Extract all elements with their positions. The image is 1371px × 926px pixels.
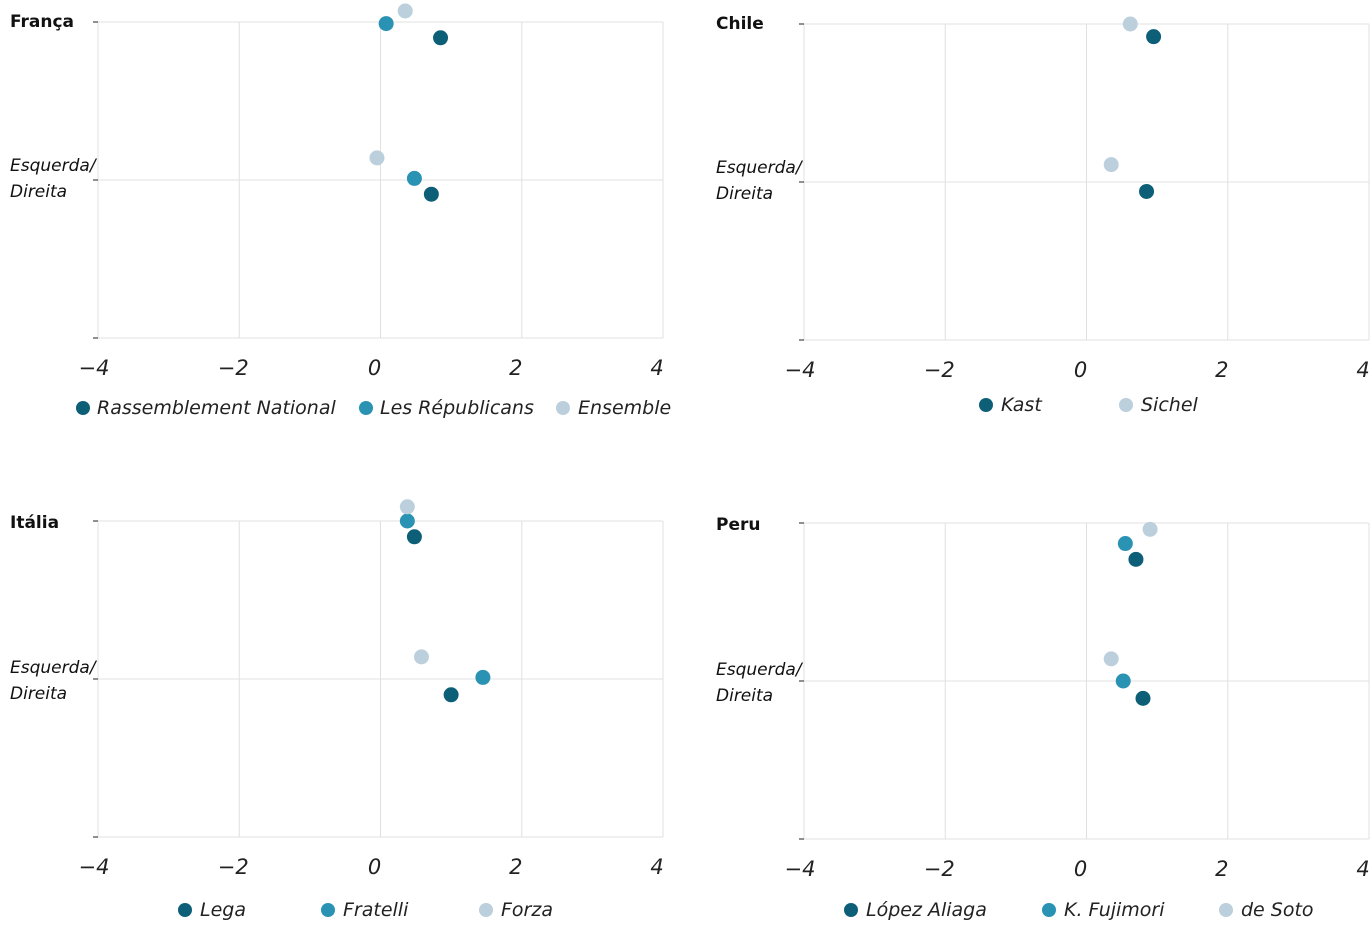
x-tick-label: 4 bbox=[1356, 857, 1369, 881]
x-tick-label: −4 bbox=[785, 358, 816, 382]
chart-panel: −4 −2 0 2 4 Peru Esquerda/Direita López Aliaga K… bbox=[716, 515, 1370, 921]
x-tick-label: −2 bbox=[924, 857, 955, 881]
legend-label: Forza bbox=[501, 899, 553, 921]
data-point bbox=[1128, 551, 1144, 567]
x-tick-label: 0 bbox=[368, 855, 381, 879]
legend-marker bbox=[1219, 903, 1233, 917]
x-tick-label: 2 bbox=[1215, 358, 1228, 382]
x-tick-label: 0 bbox=[368, 356, 381, 380]
legend-marker bbox=[479, 903, 493, 917]
chart-panel: −4 −2 0 2 4 França Esquerda/Direita Rassembleme… bbox=[10, 3, 671, 419]
data-point bbox=[369, 150, 385, 166]
x-tick-label: 0 bbox=[1074, 358, 1087, 382]
legend-label: Rassemblement National bbox=[97, 397, 336, 419]
row-label: Direita bbox=[10, 182, 67, 202]
x-tick-label: −4 bbox=[785, 857, 816, 881]
x-tick-label: 2 bbox=[509, 356, 522, 380]
data-point bbox=[1103, 651, 1119, 667]
legend-marker bbox=[321, 903, 335, 917]
legend-marker bbox=[556, 401, 570, 415]
legend-label: Fratelli bbox=[343, 899, 409, 921]
legend-label: K. Fujimori bbox=[1064, 899, 1165, 921]
row-label: Esquerda/ bbox=[716, 158, 804, 178]
row-label: Direita bbox=[716, 686, 773, 706]
legend-label: Lega bbox=[200, 899, 246, 921]
legend-label: de Soto bbox=[1241, 899, 1314, 921]
legend-label: Kast bbox=[1001, 394, 1043, 416]
x-tick-label: 2 bbox=[1215, 857, 1228, 881]
data-point bbox=[1139, 183, 1155, 199]
data-point bbox=[406, 529, 422, 545]
x-tick-label: 0 bbox=[1074, 857, 1087, 881]
data-point bbox=[443, 687, 459, 703]
x-tick-label: 2 bbox=[509, 855, 522, 879]
row-label: Direita bbox=[10, 684, 67, 704]
x-tick-label: −4 bbox=[79, 855, 110, 879]
row-label: Esquerda/ bbox=[10, 658, 98, 678]
legend-marker bbox=[1119, 398, 1133, 412]
data-point bbox=[423, 186, 439, 202]
data-point bbox=[413, 649, 429, 665]
legend-marker bbox=[979, 398, 993, 412]
panel-title: Itália bbox=[10, 513, 59, 533]
legend-marker bbox=[844, 903, 858, 917]
data-point bbox=[1115, 673, 1131, 689]
x-tick-label: −2 bbox=[924, 358, 955, 382]
data-point bbox=[378, 16, 394, 32]
data-point bbox=[406, 170, 422, 186]
data-point bbox=[1135, 690, 1151, 706]
row-label: Esquerda/ bbox=[10, 156, 98, 176]
row-label: Direita bbox=[716, 184, 773, 204]
x-tick-label: −2 bbox=[218, 855, 249, 879]
data-point bbox=[399, 513, 415, 529]
data-point bbox=[399, 499, 415, 515]
data-point bbox=[475, 669, 491, 685]
panel-title: Chile bbox=[716, 14, 764, 34]
data-point bbox=[1146, 29, 1162, 45]
data-point bbox=[1122, 16, 1138, 32]
x-tick-label: −2 bbox=[218, 356, 249, 380]
panel-title: França bbox=[10, 12, 74, 32]
legend-label: Les Républicans bbox=[380, 397, 534, 419]
data-point bbox=[397, 3, 413, 19]
legend-marker bbox=[178, 903, 192, 917]
data-point bbox=[1117, 536, 1133, 552]
chart-panel: −4 −2 0 2 4 Chile Esquerda/Direita Kast Sichel bbox=[716, 14, 1370, 416]
legend-marker bbox=[359, 401, 373, 415]
data-point bbox=[1103, 157, 1119, 173]
x-tick-label: 4 bbox=[650, 356, 663, 380]
row-label: Esquerda/ bbox=[716, 660, 804, 680]
data-point bbox=[1142, 521, 1158, 537]
panel-title: Peru bbox=[716, 515, 760, 535]
legend-label: Sichel bbox=[1141, 394, 1199, 416]
legend-label: López Aliaga bbox=[866, 899, 987, 921]
data-point bbox=[433, 30, 449, 46]
chart-panel: −4 −2 0 2 4 Itália Esquerda/Direita Lega Fratell… bbox=[10, 499, 664, 921]
x-tick-label: −4 bbox=[79, 356, 110, 380]
x-tick-label: 4 bbox=[1356, 358, 1369, 382]
legend-label: Ensemble bbox=[578, 397, 671, 419]
legend-marker bbox=[1042, 903, 1056, 917]
x-tick-label: 4 bbox=[650, 855, 663, 879]
legend-marker bbox=[76, 401, 90, 415]
